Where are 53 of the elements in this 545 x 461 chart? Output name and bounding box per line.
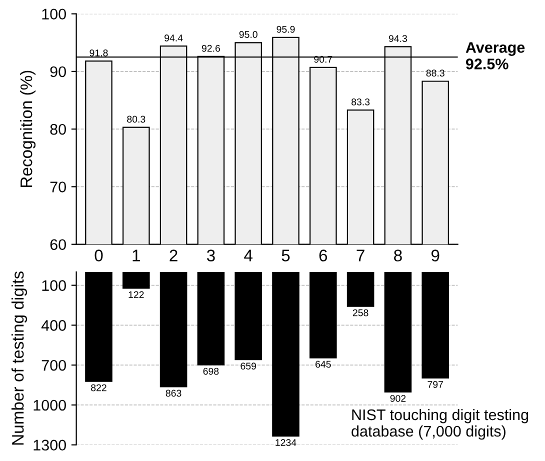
data-label: 698 (203, 368, 219, 375)
y-tick-label: 100 (42, 8, 66, 20)
data-label: 645 (316, 360, 331, 368)
x-tick-label: 9 (432, 250, 440, 262)
text: 83.3 (352, 98, 370, 106)
x-tick-label: 2 (170, 250, 178, 262)
ref-line-label: Average 92.5% (466, 42, 525, 70)
y-axis-title: Recognition (%) (20, 70, 36, 187)
bar (422, 272, 450, 379)
annotation: NIST touching digit testing database (7,000 digits) (352, 408, 528, 440)
text: 88.3 (426, 70, 444, 77)
data-label: 1234 (276, 439, 296, 446)
y-tick-label: 90 (50, 66, 66, 78)
y-tick-label: 700 (42, 360, 66, 371)
x-tick-label: 0 (94, 250, 103, 262)
bar (346, 272, 374, 307)
x-tick-label: 5 (282, 250, 290, 262)
bar (197, 272, 225, 366)
x-tick-label: 1 (132, 250, 140, 262)
data-label: 797 (428, 381, 443, 388)
data-label: 122 (128, 291, 144, 298)
data-label: 863 (166, 390, 182, 397)
bar (384, 272, 412, 392)
bar (272, 272, 300, 437)
y-tick-label: 1300 (34, 440, 66, 451)
x-tick-label: 3 (206, 250, 215, 262)
y-tick-label: 60 (50, 239, 66, 250)
x-tick-label: 7 (356, 250, 364, 262)
x-tick-label: 6 (319, 250, 328, 262)
text: 91.8 (90, 50, 108, 56)
y-tick-label: 1000 (34, 400, 66, 411)
data-label: 902 (390, 394, 406, 402)
y-axis-title: Number of testing digits (12, 271, 28, 445)
data-label: 822 (91, 384, 106, 392)
y-tick-label: 80 (50, 124, 66, 135)
text: 92.6 (202, 44, 220, 52)
bar (234, 272, 262, 360)
text: 95.9 (276, 26, 295, 33)
bar (122, 272, 150, 289)
text: 80.3 (127, 116, 146, 123)
y-tick-label: 400 (41, 320, 66, 331)
x-tick-label: 4 (244, 250, 252, 262)
text: 94.4 (164, 34, 183, 42)
text: 94.3 (388, 35, 407, 42)
data-label: 258 (352, 309, 368, 316)
y-tick-label: 70 (50, 182, 66, 192)
data-label: 659 (240, 362, 256, 370)
bar (85, 272, 112, 382)
text: 95.0 (239, 31, 258, 38)
bar (310, 272, 337, 358)
y-tick-label: 100 (42, 280, 66, 291)
x-tick-label: 8 (394, 250, 402, 262)
bar (160, 272, 188, 388)
